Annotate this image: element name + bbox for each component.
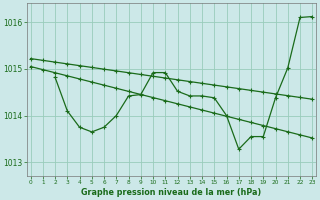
X-axis label: Graphe pression niveau de la mer (hPa): Graphe pression niveau de la mer (hPa)	[81, 188, 261, 197]
